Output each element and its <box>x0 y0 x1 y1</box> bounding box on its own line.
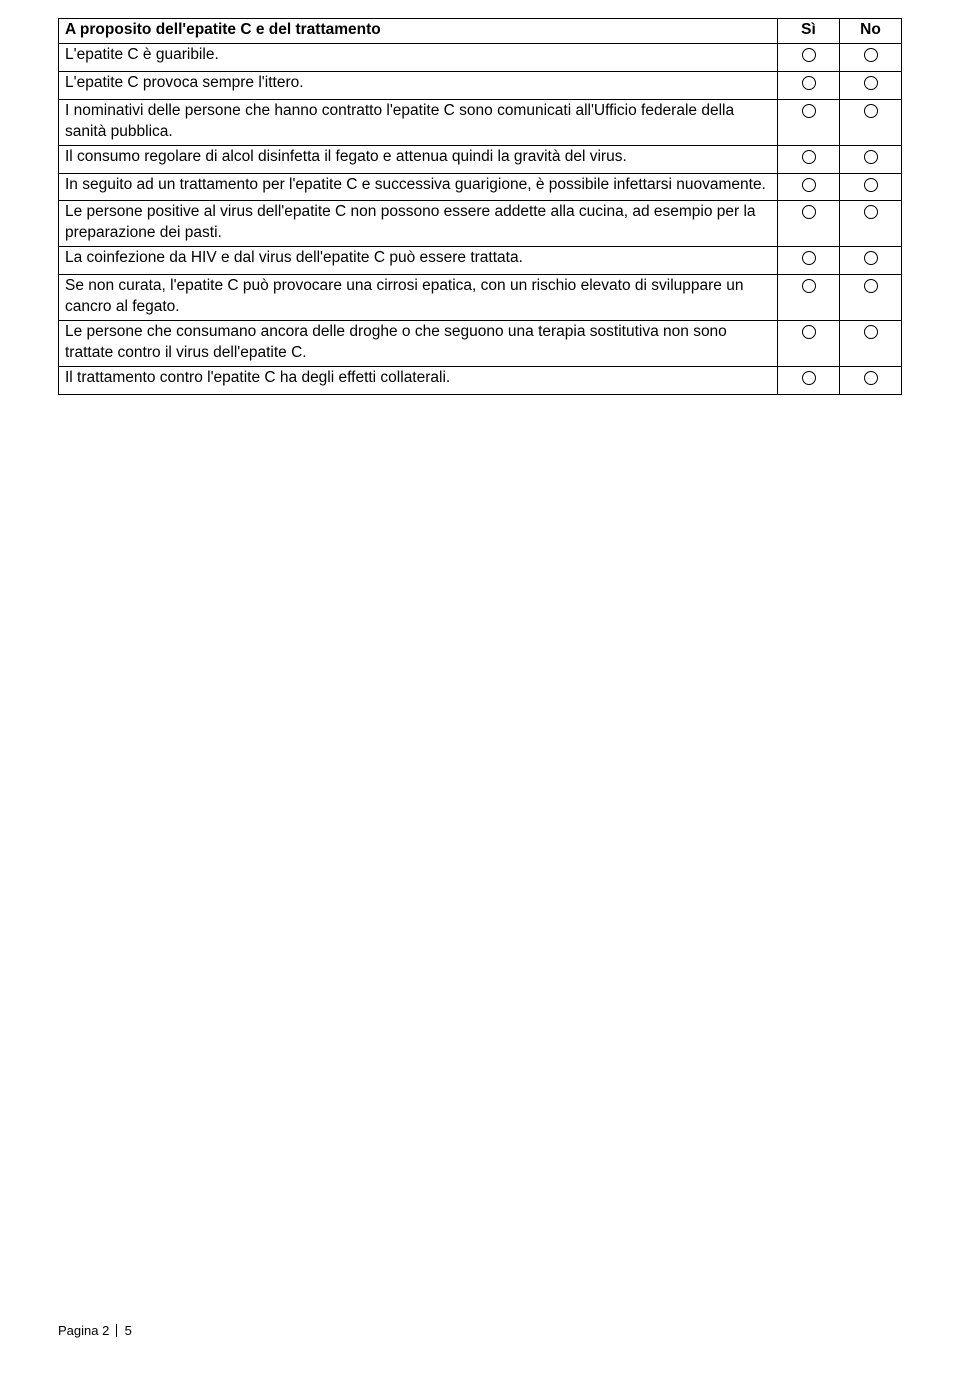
radio-circle-icon[interactable] <box>802 251 816 265</box>
radio-circle-icon[interactable] <box>864 279 878 293</box>
no-cell <box>840 71 902 99</box>
yes-cell <box>778 321 840 367</box>
radio-circle-icon[interactable] <box>864 371 878 385</box>
no-cell <box>840 173 902 201</box>
statement-cell: In seguito ad un trattamento per l'epati… <box>59 173 778 201</box>
radio-circle-icon[interactable] <box>802 178 816 192</box>
radio-circle-icon[interactable] <box>864 48 878 62</box>
table-row: La coinfezione da HIV e dal virus dell'e… <box>59 247 902 275</box>
no-cell <box>840 99 902 145</box>
no-cell <box>840 275 902 321</box>
table-row: Il consumo regolare di alcol disinfetta … <box>59 145 902 173</box>
statement-cell: Le persone positive al virus dell'epatit… <box>59 201 778 247</box>
statement-cell: L'epatite C provoca sempre l'ittero. <box>59 71 778 99</box>
radio-circle-icon[interactable] <box>802 104 816 118</box>
table-row: In seguito ad un trattamento per l'epati… <box>59 173 902 201</box>
page-footer: Pagina 2 5 <box>58 1323 132 1338</box>
radio-circle-icon[interactable] <box>864 205 878 219</box>
statement-cell: Il trattamento contro l'epatite C ha deg… <box>59 366 778 394</box>
radio-circle-icon[interactable] <box>864 251 878 265</box>
table-row: I nominativi delle persone che hanno con… <box>59 99 902 145</box>
questionnaire-table: A proposito dell'epatite C e del trattam… <box>58 18 902 395</box>
radio-circle-icon[interactable] <box>802 76 816 90</box>
header-yes: Sì <box>778 19 840 44</box>
table-row: L'epatite C provoca sempre l'ittero. <box>59 71 902 99</box>
yes-cell <box>778 201 840 247</box>
footer-separator <box>116 1324 117 1337</box>
no-cell <box>840 145 902 173</box>
table-row: Il trattamento contro l'epatite C ha deg… <box>59 366 902 394</box>
table-row: Se non curata, l'epatite C può provocare… <box>59 275 902 321</box>
statement-cell: I nominativi delle persone che hanno con… <box>59 99 778 145</box>
statement-cell: L'epatite C è guaribile. <box>59 43 778 71</box>
table-row: Le persone positive al virus dell'epatit… <box>59 201 902 247</box>
table-header-row: A proposito dell'epatite C e del trattam… <box>59 19 902 44</box>
radio-circle-icon[interactable] <box>864 178 878 192</box>
radio-circle-icon[interactable] <box>864 150 878 164</box>
statement-cell: Se non curata, l'epatite C può provocare… <box>59 275 778 321</box>
statement-cell: Le persone che consumano ancora delle dr… <box>59 321 778 367</box>
no-cell <box>840 247 902 275</box>
radio-circle-icon[interactable] <box>802 325 816 339</box>
yes-cell <box>778 43 840 71</box>
radio-circle-icon[interactable] <box>802 48 816 62</box>
footer-page-current: 2 <box>102 1323 109 1338</box>
table-row: Le persone che consumano ancora delle dr… <box>59 321 902 367</box>
table-row: L'epatite C è guaribile. <box>59 43 902 71</box>
footer-page-label: Pagina <box>58 1323 98 1338</box>
yes-cell <box>778 71 840 99</box>
no-cell <box>840 201 902 247</box>
yes-cell <box>778 275 840 321</box>
no-cell <box>840 321 902 367</box>
yes-cell <box>778 145 840 173</box>
no-cell <box>840 43 902 71</box>
header-no: No <box>840 19 902 44</box>
radio-circle-icon[interactable] <box>802 371 816 385</box>
yes-cell <box>778 99 840 145</box>
no-cell <box>840 366 902 394</box>
header-title: A proposito dell'epatite C e del trattam… <box>59 19 778 44</box>
yes-cell <box>778 173 840 201</box>
radio-circle-icon[interactable] <box>802 279 816 293</box>
statement-cell: Il consumo regolare di alcol disinfetta … <box>59 145 778 173</box>
radio-circle-icon[interactable] <box>802 205 816 219</box>
radio-circle-icon[interactable] <box>864 325 878 339</box>
footer-page-total: 5 <box>125 1323 132 1338</box>
yes-cell <box>778 366 840 394</box>
yes-cell <box>778 247 840 275</box>
radio-circle-icon[interactable] <box>802 150 816 164</box>
radio-circle-icon[interactable] <box>864 104 878 118</box>
statement-cell: La coinfezione da HIV e dal virus dell'e… <box>59 247 778 275</box>
radio-circle-icon[interactable] <box>864 76 878 90</box>
